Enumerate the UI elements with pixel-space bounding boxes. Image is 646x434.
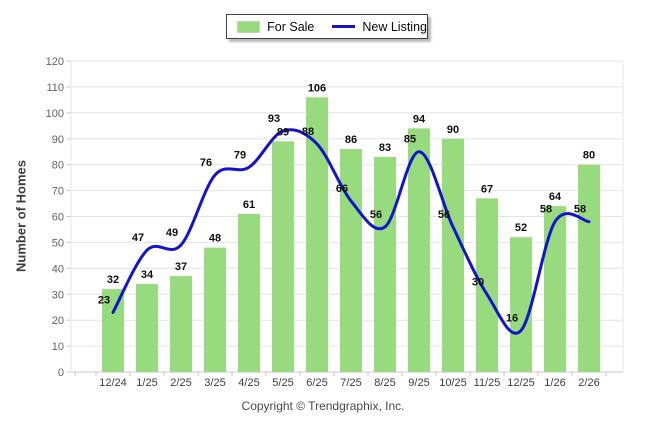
bar-value-label: 48: [209, 233, 221, 245]
bar-for-sale: [102, 289, 124, 372]
line-value-label: 88: [302, 126, 314, 138]
bar-value-label: 80: [583, 150, 595, 162]
for-sale-legend-label: For Sale: [267, 19, 315, 34]
line-value-label: 93: [268, 113, 280, 125]
line-value-label: 76: [200, 157, 212, 169]
x-tick-label: 2/25: [170, 377, 191, 389]
line-value-label: 16: [506, 313, 518, 325]
x-tick-label: 3/25: [204, 377, 225, 389]
line-value-label: 56: [370, 209, 382, 221]
bar-for-sale: [374, 156, 396, 372]
x-tick-label: 12/24: [99, 377, 127, 389]
bar-for-sale: [170, 276, 192, 372]
x-tick-label: 2/26: [578, 377, 599, 389]
bar-for-sale: [340, 149, 362, 372]
bar-for-sale: [510, 237, 532, 372]
bar-value-label: 37: [175, 261, 187, 273]
line-value-label: 23: [98, 294, 110, 306]
y-tick-label: 30: [52, 289, 64, 301]
line-value-label: 58: [540, 204, 552, 216]
y-tick-label: 120: [46, 56, 64, 68]
x-tick-label: 4/25: [238, 377, 259, 389]
bar-value-label: 83: [379, 142, 391, 154]
bar-value-label: 61: [243, 199, 255, 211]
y-tick-label: 80: [52, 160, 64, 172]
y-tick-label: 20: [52, 315, 64, 327]
line-value-label: 85: [404, 134, 416, 146]
x-tick-label: 6/25: [306, 377, 327, 389]
y-tick-label: 60: [52, 212, 64, 224]
x-tick-label: 1/26: [544, 377, 565, 389]
x-tick-label: 7/25: [340, 377, 361, 389]
bar-value-label: 106: [308, 82, 326, 94]
x-tick-label: 8/25: [374, 377, 395, 389]
new-listing-line: [111, 128, 591, 335]
x-tick-label: 1/25: [136, 377, 157, 389]
line-value-label: 79: [234, 149, 246, 161]
x-tick-label: 11/25: [474, 377, 501, 389]
x-tick-label: 10/25: [439, 377, 467, 389]
bar-for-sale: [476, 198, 498, 372]
bar-for-sale: [204, 247, 226, 372]
y-tick-label: 0: [58, 367, 64, 379]
bar-value-label: 34: [141, 269, 154, 281]
bar-for-sale: [238, 213, 260, 372]
y-tick-label: 40: [52, 263, 64, 275]
y-tick-label: 100: [46, 108, 64, 120]
line-value-label: 56: [438, 209, 450, 221]
legend: For Sale New Listing: [226, 14, 428, 39]
line-value-label: 47: [132, 232, 144, 244]
y-tick-label: 70: [52, 186, 64, 198]
y-tick-label: 110: [46, 82, 64, 94]
new-listing-legend-label: New Listing: [362, 19, 427, 34]
new-listing-legend-line: [332, 25, 356, 28]
bar-for-sale: [306, 97, 328, 373]
y-tick-label: 90: [52, 134, 64, 146]
bar-for-sale: [578, 164, 600, 372]
line-value-label: 49: [166, 227, 178, 239]
line-value-label: 66: [336, 183, 348, 195]
bar-value-label: 86: [345, 134, 357, 146]
bar-value-label: 52: [515, 222, 527, 234]
y-tick-label: 50: [52, 237, 64, 249]
copyright-text: Copyright © Trendgraphix, Inc.: [241, 399, 405, 413]
bar-value-label: 94: [413, 113, 426, 125]
bar-value-label: 90: [447, 124, 459, 136]
bar-for-sale: [442, 138, 464, 372]
x-tick-label: 5/25: [272, 377, 293, 389]
bar-value-label: 32: [107, 274, 119, 286]
bar-for-sale: [408, 128, 430, 372]
bar-value-label: 89: [277, 126, 289, 138]
bar-value-label: 67: [481, 183, 493, 195]
line-value-label: 58: [574, 204, 586, 216]
for-sale-legend-swatch: [237, 20, 261, 33]
y-tick-label: 10: [52, 341, 64, 353]
x-tick-label: 12/25: [507, 377, 535, 389]
bar-for-sale: [136, 283, 158, 372]
x-tick-label: 9/25: [408, 377, 429, 389]
bar-value-label: 64: [549, 191, 562, 203]
bar-for-sale: [272, 141, 294, 372]
line-value-label: 30: [472, 276, 484, 288]
bar-for-sale: [544, 206, 566, 372]
